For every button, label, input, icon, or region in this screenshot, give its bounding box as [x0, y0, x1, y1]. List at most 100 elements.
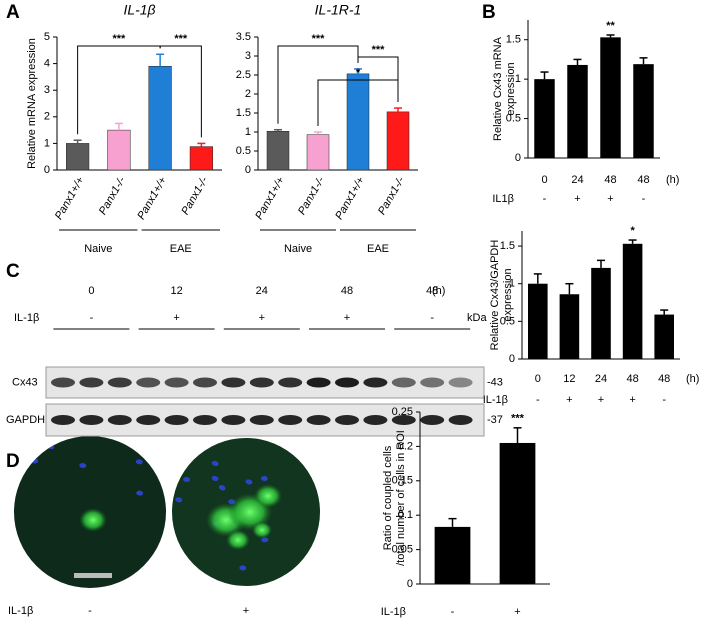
nucleus [77, 283, 83, 291]
blot-band [363, 415, 388, 425]
nucleus [180, 141, 185, 148]
x-tick-label: + [514, 606, 520, 618]
bar [559, 294, 580, 359]
nucleus [89, 193, 97, 202]
y-tick-label: 0.05 [392, 544, 413, 556]
nucleus [31, 458, 39, 464]
y-tick-label: 3 [245, 50, 251, 62]
nucleus [140, 153, 146, 161]
nucleus [122, 285, 130, 294]
dye-cell [79, 508, 107, 532]
nucleus [101, 338, 108, 346]
bar [346, 73, 370, 171]
blot-band [193, 377, 217, 388]
nucleus [129, 336, 136, 344]
y-tick-label: 1 [515, 73, 521, 85]
group-label: Naive [284, 243, 312, 255]
panel-label: D [6, 451, 20, 472]
nucleus [81, 359, 88, 367]
bar [499, 442, 536, 584]
group-label: EAE [367, 243, 389, 255]
nucleus [149, 260, 157, 269]
nucleus [59, 330, 68, 338]
y-axis-label: Relative Cx43/GAPDH [489, 240, 501, 351]
kda-label: -37 [487, 414, 503, 426]
condition: - [662, 394, 666, 406]
bar [148, 66, 172, 171]
x-tick-label: Panx1-/- [97, 175, 128, 217]
scale-bar [74, 573, 112, 578]
blot-band [335, 415, 359, 425]
bar [591, 267, 611, 359]
y-axis-label: expression [505, 62, 517, 115]
blot-band [278, 377, 303, 388]
y-axis-label: Relative mRNA expression [26, 38, 38, 169]
significance: *** [112, 33, 126, 45]
blot-band [278, 415, 303, 425]
nucleus [150, 222, 156, 229]
condition: - [536, 394, 540, 406]
kda-label: -43 [487, 376, 503, 388]
dye-cell [254, 484, 282, 508]
bar [622, 243, 643, 359]
panel-label: C [6, 261, 20, 282]
nucleus [328, 111, 337, 119]
x-tick-label: 48 [637, 174, 649, 186]
panel-label: A [6, 2, 20, 23]
nucleus [260, 475, 268, 481]
nucleus [454, 5, 463, 13]
nucleus [212, 71, 217, 78]
cells [2, 5, 533, 571]
nucleus [197, 286, 204, 294]
nucleus [395, 89, 402, 95]
nucleus [105, 86, 110, 93]
nucleus [221, 173, 228, 181]
nucleus [77, 306, 85, 315]
nucleus [168, 206, 174, 214]
y-tick-label: 0 [509, 353, 515, 365]
x-tick-label: Panx1-/- [376, 175, 407, 217]
blot-row-label: GAPDH [6, 414, 45, 426]
blot-row-label: Cx43 [12, 376, 38, 388]
condition: + [607, 193, 613, 205]
y-tick-label: 2 [44, 111, 50, 123]
nucleus [150, 345, 158, 354]
nucleus [525, 87, 533, 93]
nucleus [239, 565, 247, 571]
condition: + [344, 312, 350, 324]
y-tick-label: 0 [515, 152, 521, 164]
bar [654, 314, 674, 359]
y-tick-label: 0.1 [398, 509, 413, 521]
blot-band [136, 415, 161, 425]
bar [434, 526, 471, 584]
nucleus [2, 238, 11, 246]
blot-band [249, 415, 274, 425]
condition: + [629, 394, 635, 406]
nuclei [77, 11, 402, 571]
y-axis-label: Ratio of coupled cells [382, 445, 394, 550]
nucleus [69, 292, 78, 300]
x-tick-label: Panx1+/+ [333, 174, 367, 221]
condition: + [259, 312, 265, 324]
x-tick-label: Panx1+/+ [135, 174, 169, 221]
y-tick-label: 0 [407, 578, 413, 590]
y-tick-label: 0 [44, 164, 50, 176]
nucleus [28, 343, 37, 351]
condition: - [642, 193, 646, 205]
significance: *** [372, 44, 386, 56]
x-tick-label: 48 [626, 373, 638, 385]
y-tick-label: 1.5 [500, 240, 515, 252]
bracket [77, 45, 161, 135]
dye-cell [226, 529, 250, 551]
x-tick-label: 0 [541, 174, 547, 186]
condition-label: IL-1β [14, 312, 39, 324]
blot-band [193, 415, 217, 425]
chart-title: IL-1R-1 [315, 2, 362, 18]
nucleus [59, 14, 65, 22]
nucleus [305, 11, 314, 19]
nucleus [245, 479, 253, 485]
condition: + [598, 394, 604, 406]
bar [600, 37, 621, 158]
nucleus [186, 330, 194, 339]
y-tick-label: 0.5 [506, 112, 521, 124]
